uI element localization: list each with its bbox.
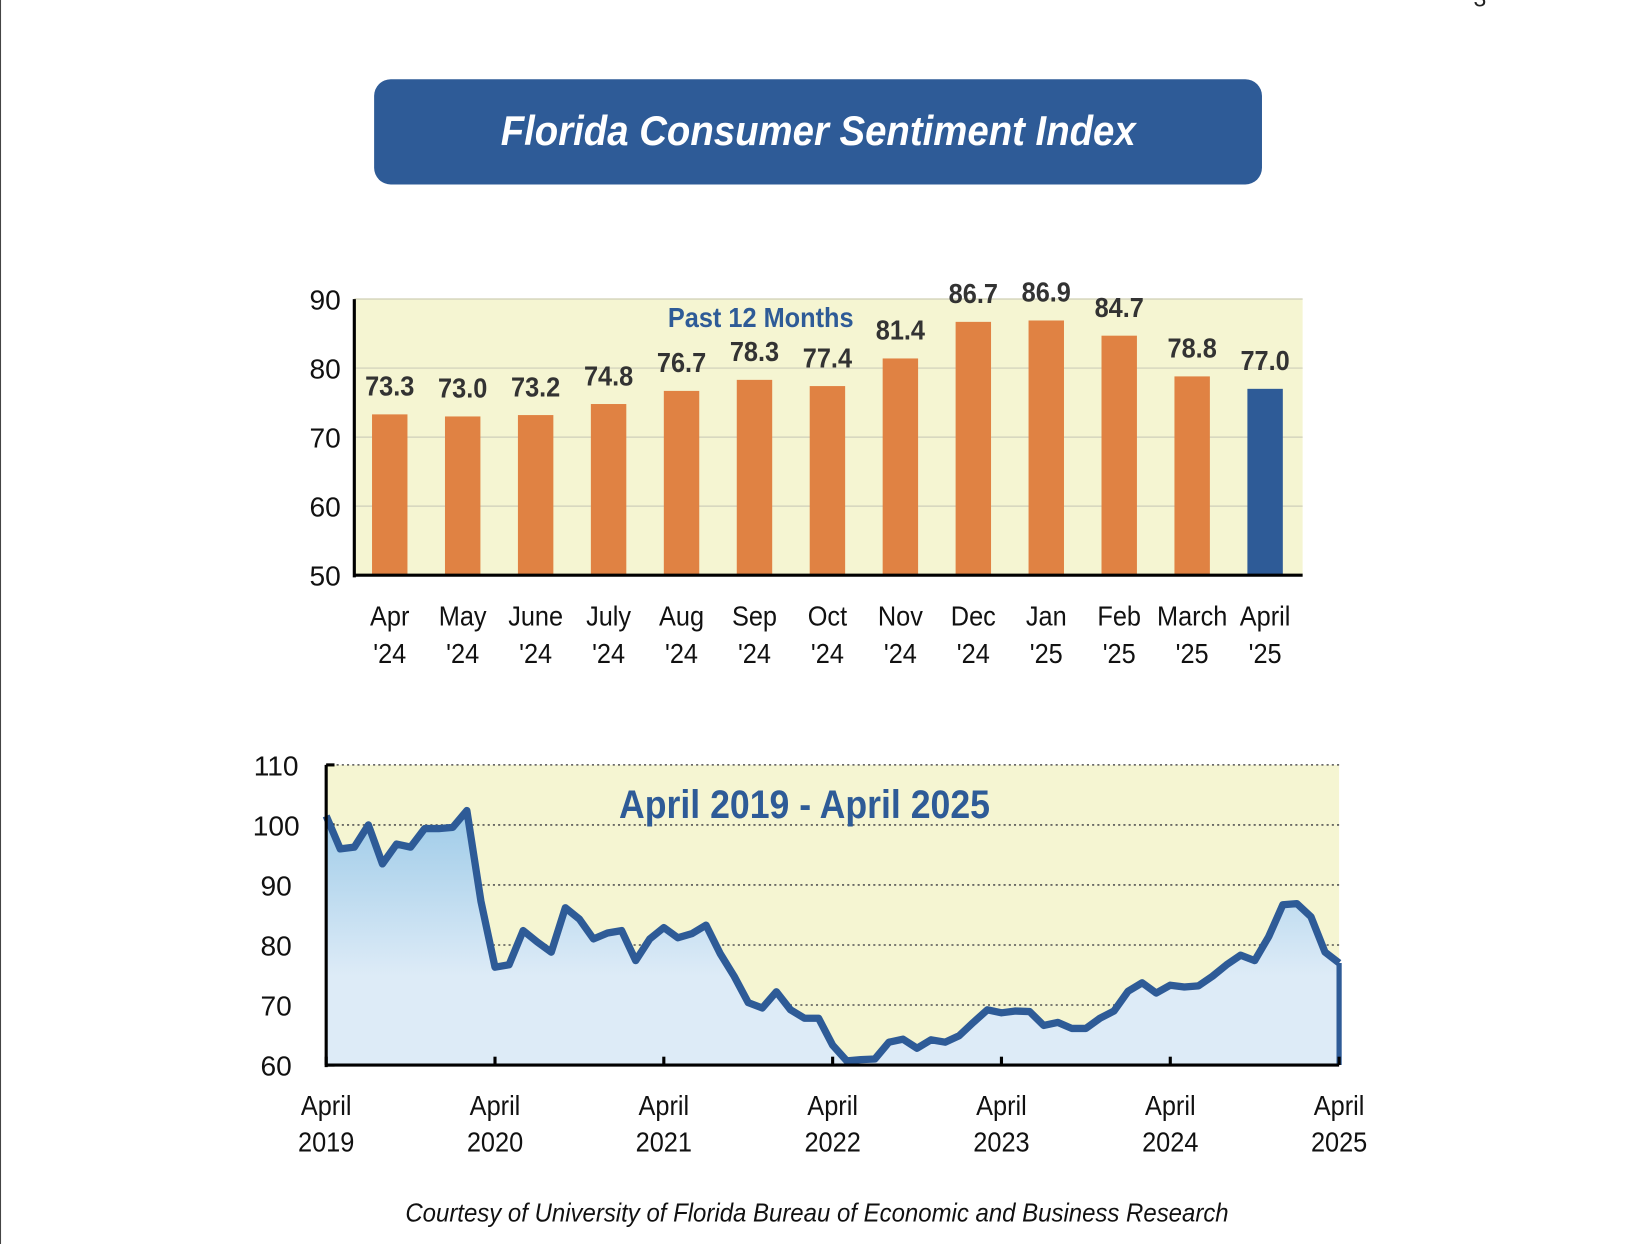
bar-x-tick-label: '24 xyxy=(446,638,479,670)
line-x-tick-label: 2024 xyxy=(1142,1126,1198,1158)
bar-x-tick-label: Aug xyxy=(659,600,704,632)
bar-y-tick-label: 50 xyxy=(309,561,340,592)
line-x-tick-label: 2025 xyxy=(1311,1126,1367,1158)
line-x-tick-label: April xyxy=(470,1090,521,1122)
bar-data-label: 74.8 xyxy=(584,360,633,392)
line-x-tick-label: April xyxy=(301,1090,352,1122)
line-y-tick-label: 80 xyxy=(261,930,292,961)
bar xyxy=(663,390,700,576)
bar xyxy=(517,415,554,576)
line-x-tick-label: 2020 xyxy=(467,1126,523,1158)
bar xyxy=(882,358,919,576)
bar-x-tick-label: '25 xyxy=(1176,638,1209,670)
line-x-tick-label: April xyxy=(1145,1090,1196,1122)
bar xyxy=(809,386,846,576)
bar-x-tick-label: June xyxy=(508,600,563,632)
line-y-tick-label: 90 xyxy=(261,870,292,901)
bar-x-tick-label: '25 xyxy=(1249,638,1282,670)
line-x-tick-label: April xyxy=(1314,1090,1365,1122)
credit-text: Courtesy of University of Florida Bureau… xyxy=(405,1198,1229,1228)
bar-data-label: 76.7 xyxy=(657,347,706,379)
line-x-tick-label: 2019 xyxy=(298,1126,354,1158)
bar-x-tick-label: Apr xyxy=(370,600,409,632)
bar-data-label: 78.3 xyxy=(730,336,779,368)
bar xyxy=(1174,376,1210,576)
bar-data-label: 73.3 xyxy=(365,370,414,402)
bar-x-tick-label: '24 xyxy=(373,638,406,670)
bar-x-tick-label: Sep xyxy=(732,600,777,632)
line-x-tick-label: 2021 xyxy=(636,1126,692,1158)
line-x-tick-label: April xyxy=(976,1090,1027,1122)
line-y-tick-label: 100 xyxy=(253,810,300,841)
line-y-tick-label: 70 xyxy=(261,990,292,1021)
bar xyxy=(372,414,408,576)
bar-x-tick-label: Nov xyxy=(878,600,924,632)
bar xyxy=(444,416,481,576)
line-x-tick-label: 2022 xyxy=(804,1126,860,1158)
bar-data-label: 73.0 xyxy=(438,372,487,404)
page-number: 3 xyxy=(1474,0,1487,13)
bar-x-tick-label: May xyxy=(439,600,487,632)
bar-y-tick-label: 70 xyxy=(309,423,340,454)
bar-data-label: 84.7 xyxy=(1095,292,1144,324)
line-y-tick-label: 60 xyxy=(261,1050,292,1081)
bar xyxy=(1247,388,1283,576)
bar-x-tick-label: Oct xyxy=(808,600,848,632)
bar-x-tick-label: '24 xyxy=(592,638,625,670)
line-x-tick-label: April xyxy=(639,1090,690,1122)
bar-x-tick-label: April xyxy=(1240,600,1291,632)
bar xyxy=(1028,320,1064,576)
bar-annotation: Past 12 Months xyxy=(668,302,854,334)
bar-y-tick-label: 60 xyxy=(309,492,340,523)
bar-data-label: 77.0 xyxy=(1240,345,1289,377)
line-y-tick-label: 110 xyxy=(254,750,299,781)
bar-x-tick-label: Feb xyxy=(1097,600,1141,632)
bar-data-label: 86.7 xyxy=(949,278,998,310)
bar-x-tick-label: July xyxy=(586,600,632,632)
series-line xyxy=(322,806,1342,1065)
bar-data-label: 81.4 xyxy=(876,314,925,346)
bar-data-label: 73.2 xyxy=(511,371,560,403)
line-x-tick-label: April xyxy=(807,1090,858,1122)
bar-x-tick-label: '25 xyxy=(1030,638,1063,670)
bar-x-tick-label: '24 xyxy=(884,638,917,670)
bar-x-tick-label: '24 xyxy=(957,638,990,670)
bar-y-tick-label: 80 xyxy=(309,354,340,385)
area-fill xyxy=(326,810,1340,1066)
bar xyxy=(590,404,627,576)
bar-x-tick-label: '24 xyxy=(811,638,844,670)
bar-data-label: 77.4 xyxy=(803,342,852,374)
bar-x-tick-label: '24 xyxy=(519,638,552,670)
bar-x-tick-label: March xyxy=(1157,600,1227,632)
title-banner: Florida Consumer Sentiment Index xyxy=(374,79,1262,185)
line-x-tick-label: 2023 xyxy=(973,1126,1029,1158)
bar-x-tick-label: Jan xyxy=(1026,600,1067,632)
bar-data-label: 78.8 xyxy=(1168,332,1217,364)
bar xyxy=(736,379,773,576)
bar-y-tick-label: 90 xyxy=(309,285,340,316)
bar-data-label: 86.9 xyxy=(1022,276,1071,308)
bar-x-tick-label: Dec xyxy=(951,600,996,632)
bar xyxy=(955,321,992,576)
bar-x-tick-label: '25 xyxy=(1103,638,1136,670)
line-annotation: April 2019 - April 2025 xyxy=(619,782,990,826)
bar-x-tick-label: '24 xyxy=(738,638,771,670)
page-title: Florida Consumer Sentiment Index xyxy=(500,108,1136,155)
bar xyxy=(1101,335,1137,576)
bar-x-tick-label: '24 xyxy=(665,638,698,670)
page-border xyxy=(0,0,2,1244)
